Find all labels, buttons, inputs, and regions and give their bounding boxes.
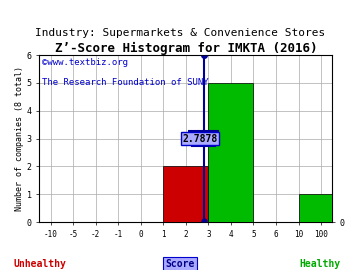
Text: Unhealthy: Unhealthy xyxy=(13,259,66,269)
Text: The Research Foundation of SUNY: The Research Foundation of SUNY xyxy=(42,79,209,87)
Y-axis label: Number of companies (8 total): Number of companies (8 total) xyxy=(15,66,24,211)
Bar xyxy=(298,194,344,222)
Text: Healthy: Healthy xyxy=(300,259,341,269)
Text: ©www.textbiz.org: ©www.textbiz.org xyxy=(42,58,129,68)
Text: Industry: Supermarkets & Convenience Stores: Industry: Supermarkets & Convenience Sto… xyxy=(35,28,325,38)
Bar xyxy=(163,167,208,222)
Bar xyxy=(208,83,253,222)
Title: Z’-Score Histogram for IMKTA (2016): Z’-Score Histogram for IMKTA (2016) xyxy=(55,42,317,55)
Text: 2.7878: 2.7878 xyxy=(183,134,218,144)
Text: Score: Score xyxy=(165,259,195,269)
